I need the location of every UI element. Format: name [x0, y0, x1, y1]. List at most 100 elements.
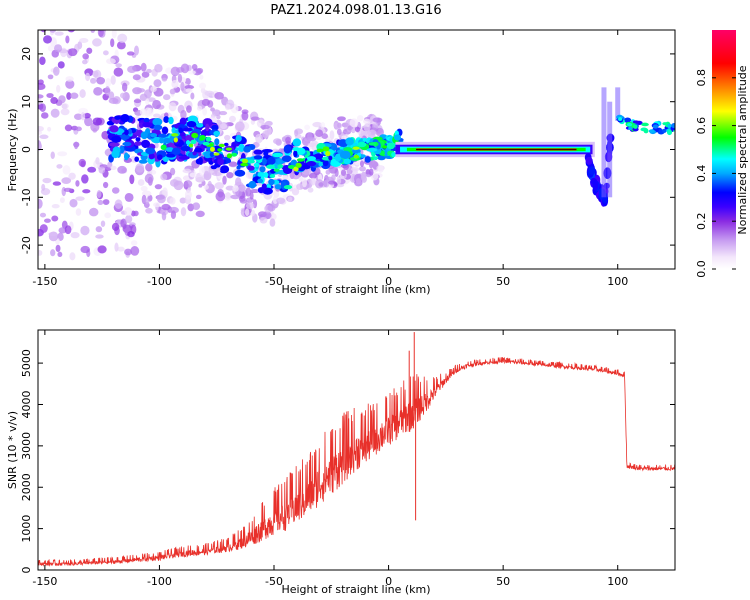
y-tick-label: 0	[20, 567, 33, 574]
spectrogram-blob	[38, 125, 44, 132]
spectrogram-blob	[292, 174, 300, 180]
spectrogram-blob	[67, 48, 78, 57]
spectrogram-blob	[152, 99, 162, 110]
spectrogram-blob	[90, 77, 97, 84]
colorbar-tick-label: 0.0	[695, 260, 708, 278]
spectrogram-blob	[116, 41, 126, 50]
spectrogram-blob	[102, 17, 111, 25]
spectrogram-ridge-blob	[182, 127, 193, 132]
spectrogram-ridge-blob	[267, 156, 276, 165]
x-tick-label: -50	[265, 275, 283, 288]
spectrogram-ridge-blob	[166, 153, 176, 158]
spectrogram-blob	[294, 129, 299, 137]
spectrogram-blob	[102, 199, 110, 205]
spectrogram-blob	[273, 138, 282, 145]
spectrogram-blob	[69, 252, 76, 261]
figure-title: PAZ1.2024.098.01.13.G16	[270, 3, 441, 18]
spectrogram-blob	[183, 175, 190, 181]
spectrogram-blob	[164, 112, 169, 118]
spectrogram-blob	[58, 227, 67, 234]
spectrogram-blob	[291, 187, 300, 196]
spectrogram-ridge-blob	[277, 157, 282, 167]
spectrogram-blob	[141, 71, 150, 78]
spectrogram-blob	[54, 31, 64, 36]
snr-frame	[37, 329, 676, 571]
spectrogram-blob	[57, 251, 63, 258]
snr-x-axis-label: Height of straight line (km)	[281, 583, 430, 596]
spectrogram-blob	[106, 21, 114, 28]
spectrogram-ridge-blob	[161, 126, 169, 135]
spectrogram-blob	[195, 194, 202, 200]
spectrogram-blob	[336, 128, 342, 136]
spectrogram-ridge-blob	[111, 149, 120, 159]
spectrogram-ridge-blob	[168, 116, 174, 125]
spectrogram-blob	[38, 94, 44, 99]
spectrogram-blob	[375, 127, 384, 137]
spectrogram-blob	[329, 130, 335, 140]
spectrogram-blob	[133, 45, 139, 56]
spectrogram-blob	[70, 231, 80, 239]
spectrogram-blob	[103, 50, 109, 56]
snr-plot-area	[38, 332, 675, 567]
spectrogram-blob	[198, 183, 203, 188]
x-tick-label: -50	[265, 575, 283, 588]
spectrogram-blob	[187, 70, 196, 75]
spectrogram-blob	[124, 192, 134, 202]
spectrogram-blob	[191, 63, 198, 71]
spectrogram-blob	[117, 165, 127, 174]
spectrogram-blob	[239, 198, 248, 204]
spectrogram-ridge-blob	[238, 143, 245, 152]
spectrogram-blob	[95, 157, 100, 165]
spectrogram-blob	[95, 226, 103, 233]
spectrogram-blob	[325, 169, 331, 175]
spectrogram-ridge-blob	[343, 158, 352, 165]
spectrogram-blob	[96, 77, 106, 85]
spectrogram-peak	[217, 148, 223, 152]
spectrogram-blob	[51, 215, 59, 222]
spectrogram-branch-blob	[643, 128, 649, 134]
spectrogram-blob	[355, 178, 361, 185]
spectrogram-blob	[359, 160, 365, 167]
spectrogram-y-axis-label: Frequency (Hz)	[6, 109, 19, 192]
spectrogram-branch-blob	[623, 117, 632, 123]
spectrogram-blob	[153, 113, 161, 118]
spectrogram-blob	[98, 23, 108, 29]
spectrogram-blob	[79, 38, 89, 44]
spectrogram-blob	[100, 220, 106, 227]
spectrogram-blob	[235, 121, 245, 132]
spectrogram-ridge-blob	[306, 160, 317, 167]
spectrogram-blob	[50, 151, 55, 160]
spectrogram-blob	[350, 167, 360, 172]
spectrogram-blob	[241, 111, 249, 121]
spectrogram-blob	[126, 51, 135, 56]
spectrogram-blob	[41, 112, 49, 119]
spectrogram-blob	[359, 166, 366, 172]
spectrogram-blob	[68, 172, 76, 180]
spectrogram-blob	[184, 84, 195, 90]
spectrogram-ridge-blob	[268, 178, 275, 186]
spectrogram-blob	[114, 242, 119, 252]
spectrogram-peak	[322, 146, 330, 152]
spectrogram-peak	[173, 137, 178, 143]
spectrogram-ridge-blob	[186, 120, 197, 128]
spectrogram-blob	[82, 53, 89, 60]
colorbar-tick-label: 0.6	[695, 117, 708, 135]
spectrogram-blob	[184, 77, 191, 86]
spectrogram-blob	[331, 174, 336, 182]
spectrogram-ridge-blob	[343, 147, 353, 152]
spectrogram-blob	[49, 30, 56, 33]
spectrogram-blob	[124, 30, 128, 31]
spectrogram-blob	[61, 103, 69, 110]
snr-y-ticks: 0 1000 2000 3000 4000 5000	[20, 349, 675, 574]
spectrogram-ridge-blob	[109, 142, 120, 147]
spectrogram-blob	[310, 177, 316, 186]
spectrogram-branch-blob	[632, 120, 640, 124]
spectrogram-blob	[262, 130, 270, 139]
spectrogram-blob	[189, 172, 197, 178]
spectrogram-blob	[337, 116, 346, 122]
y-tick-label: 3000	[20, 432, 33, 460]
spectrogram-blob	[169, 179, 179, 187]
spectrogram-blob	[71, 19, 78, 29]
spectrogram-blob	[307, 187, 314, 193]
spectrogram-blob	[161, 212, 167, 221]
